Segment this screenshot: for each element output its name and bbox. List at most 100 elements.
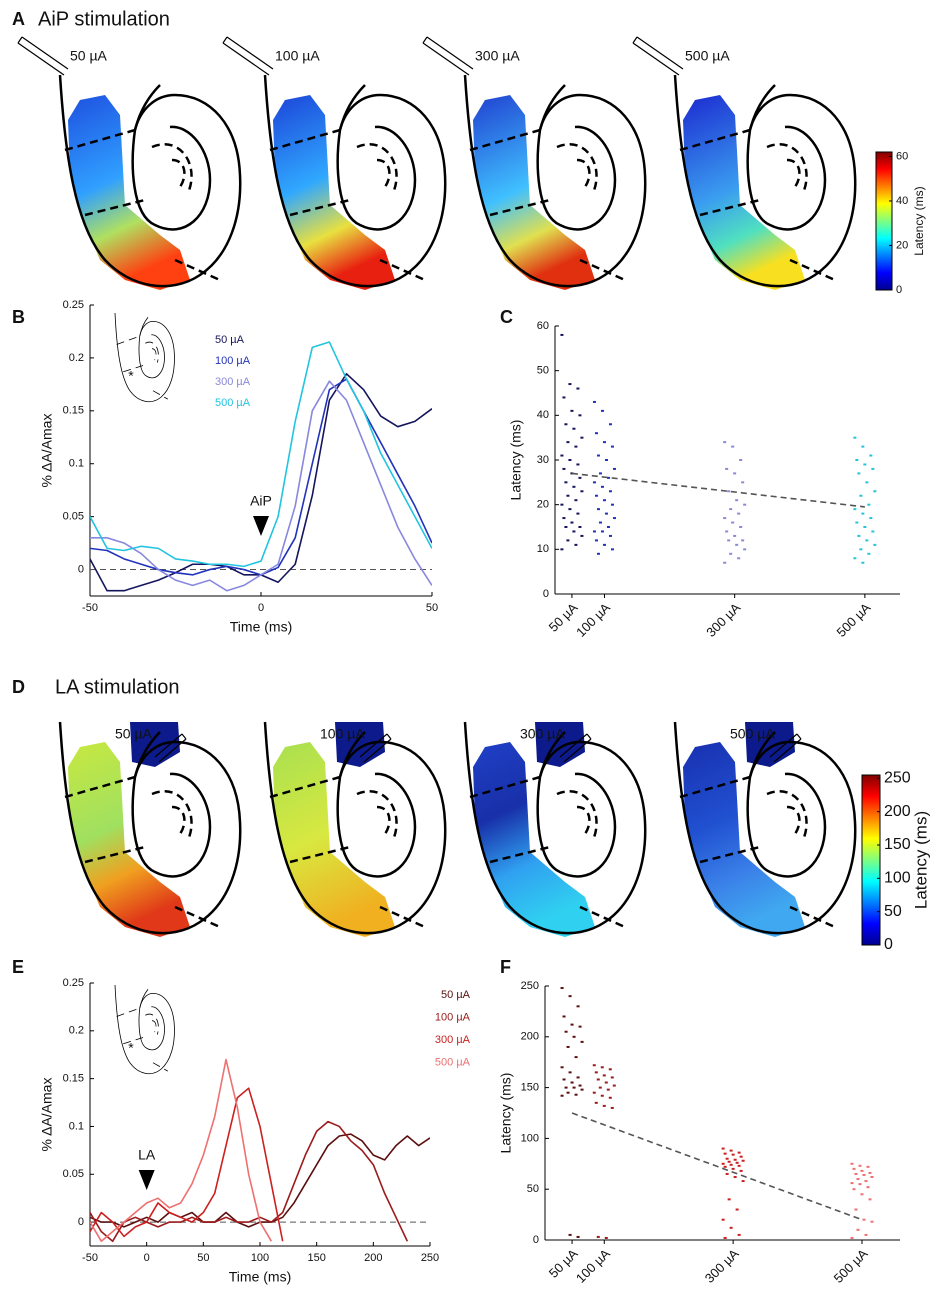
colorbar-tick-label: 40: [896, 195, 908, 207]
x-tick-label: -50: [82, 1252, 98, 1264]
data-point: [576, 1076, 580, 1079]
data-point: [610, 503, 614, 506]
data-point: [576, 1235, 580, 1238]
y-tick-label: 0.2: [69, 352, 84, 364]
data-point: [723, 1236, 727, 1239]
panel-label: E: [12, 957, 24, 977]
data-point: [606, 476, 610, 479]
data-point: [560, 333, 564, 336]
data-point: [568, 459, 572, 461]
data-point: [869, 517, 873, 520]
colorbar-tick-label: 20: [896, 239, 908, 251]
y-axis-label: Latency (ms): [498, 1073, 514, 1154]
data-point: [596, 508, 600, 511]
data-point: [868, 1171, 872, 1174]
data-point: [739, 459, 743, 461]
data-point: [610, 1076, 614, 1079]
data-point: [560, 454, 564, 457]
data-point: [578, 414, 582, 417]
data-point: [855, 521, 859, 524]
data-point: [860, 1193, 864, 1196]
data-point: [574, 543, 578, 546]
data-point: [852, 1167, 856, 1170]
data-point: [723, 1165, 727, 1168]
y-tick-label: 0.2: [69, 1025, 84, 1037]
data-point: [855, 459, 859, 461]
panel-title: AiP stimulation: [38, 8, 170, 30]
x-tick-label: 100 µA: [573, 600, 613, 640]
data-point: [592, 481, 596, 484]
data-point: [861, 445, 865, 448]
trend-line: [571, 1112, 863, 1221]
data-point: [854, 1208, 858, 1211]
data-point: [867, 552, 871, 555]
y-tick-label: 0.05: [63, 511, 84, 523]
data-point: [568, 1233, 572, 1236]
x-tick-label: 0: [144, 1252, 150, 1264]
data-point: [864, 1233, 868, 1236]
data-point: [608, 1096, 612, 1099]
data-point: [574, 445, 578, 448]
y-tick-label: 100: [521, 1132, 539, 1144]
colorbar-label: Latency (ms): [911, 811, 930, 909]
data-point: [602, 441, 606, 444]
latency-map: [68, 742, 190, 937]
data-point: [580, 436, 584, 439]
data-point: [600, 1094, 604, 1097]
data-point: [560, 1066, 564, 1069]
data-point: [721, 1162, 725, 1165]
y-tick-label: 0.15: [63, 405, 84, 417]
data-point: [737, 1164, 741, 1167]
data-point: [564, 423, 568, 426]
data-point: [610, 1106, 614, 1109]
colorbar-tick-label: 50: [884, 903, 902, 920]
data-point: [865, 481, 869, 484]
data-point: [602, 1074, 606, 1077]
data-point: [570, 409, 574, 412]
data-point: [864, 1180, 868, 1183]
stimulus-label: 500 µA: [685, 48, 730, 64]
colorbar-tick-label: 0: [896, 284, 902, 296]
y-tick-label: 50: [537, 365, 549, 377]
data-point: [850, 1236, 854, 1239]
data-point: [725, 530, 729, 533]
x-tick-label: 250: [421, 1252, 439, 1264]
electrode: [559, 733, 592, 763]
latency-map: [273, 95, 395, 290]
brain-slice: [673, 720, 857, 937]
data-point: [870, 1220, 874, 1223]
data-point: [564, 1030, 568, 1033]
data-point: [729, 1149, 733, 1152]
data-point: [568, 508, 572, 511]
data-point: [600, 485, 604, 488]
series-line: [90, 341, 432, 568]
legend-entry: 100 µA: [435, 1011, 471, 1023]
data-point: [578, 526, 582, 528]
data-point: [598, 521, 602, 524]
data-point: [858, 1164, 862, 1167]
data-point: [739, 1155, 743, 1158]
data-point: [735, 1161, 739, 1164]
data-point: [574, 499, 578, 502]
y-tick-label: 0.1: [69, 1120, 84, 1132]
data-point: [727, 1198, 731, 1201]
data-point: [850, 1162, 854, 1165]
y-tick-label: 30: [537, 454, 549, 466]
y-tick-label: 200: [521, 1031, 539, 1043]
data-point: [871, 530, 875, 533]
data-point: [850, 1182, 854, 1185]
data-point: [572, 485, 576, 488]
data-point: [572, 1086, 576, 1089]
data-point: [608, 423, 612, 426]
brain-slice: [463, 720, 647, 937]
y-tick-label: 0: [78, 1216, 84, 1228]
data-point: [729, 1226, 733, 1229]
data-point: [858, 1183, 862, 1186]
data-point: [566, 494, 570, 497]
data-point: [606, 1088, 610, 1091]
data-point: [735, 543, 739, 546]
data-point: [729, 1163, 733, 1166]
y-tick-label: 150: [521, 1082, 539, 1094]
data-point: [560, 1094, 564, 1097]
data-point: [733, 1176, 737, 1179]
